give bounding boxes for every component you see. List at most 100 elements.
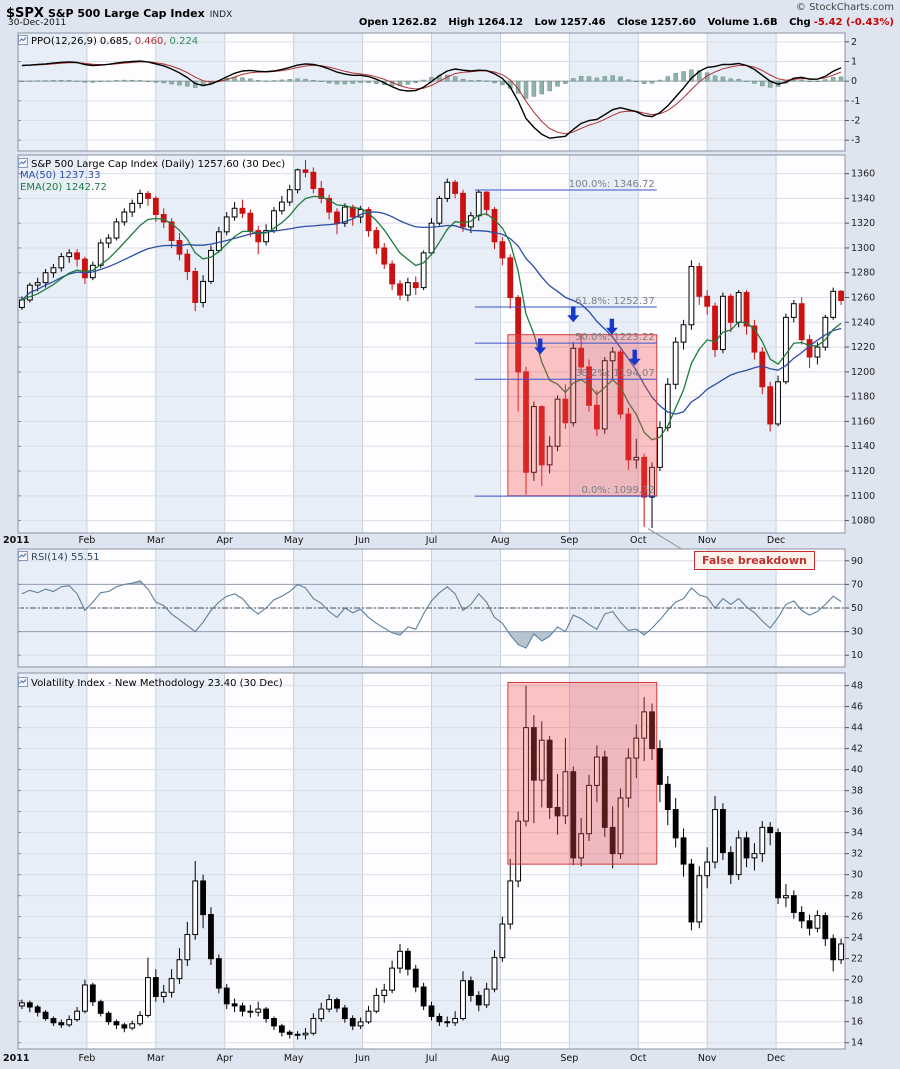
high-label: High: [448, 17, 475, 28]
vix-title: Volatility Index - New Methodology 23.40…: [31, 678, 283, 689]
svg-text:Feb: Feb: [79, 535, 96, 546]
symbol: $SPX: [6, 6, 44, 21]
svg-text:10: 10: [851, 650, 863, 661]
svg-text:-1: -1: [851, 96, 860, 107]
svg-text:90: 90: [851, 556, 863, 567]
open-label: Open: [358, 17, 389, 28]
month-axis: 2011 Feb Mar Apr May Jun Jul Aug Sep Oct Nov Dec: [3, 535, 785, 546]
svg-text:44: 44: [851, 723, 863, 734]
ppo-hist-value: 0.224: [169, 36, 199, 47]
svg-text:50.0%: 1223.22: 50.0%: 1223.22: [575, 332, 655, 343]
false-breakdown-annotation: False breakdown: [694, 551, 815, 570]
svg-text:Oct: Oct: [630, 535, 647, 546]
svg-text:32: 32: [851, 849, 863, 860]
vix-legend: Volatility Index - New Methodology 23.40…: [18, 677, 286, 690]
svg-text:46: 46: [851, 702, 863, 713]
svg-text:-3: -3: [851, 135, 860, 146]
svg-text:48: 48: [851, 681, 863, 692]
rsi-panel-icon: [18, 551, 28, 564]
volume-value: 1.6B: [752, 17, 778, 28]
svg-text:1260: 1260: [851, 293, 875, 304]
close-value: 1257.60: [650, 17, 696, 28]
chart-date: 30-Dec-2011: [8, 18, 67, 28]
svg-text:Jun: Jun: [354, 535, 370, 546]
rsi-legend: RSI(14) 55.51: [18, 551, 103, 564]
svg-text:May: May: [284, 1053, 304, 1064]
svg-text:1280: 1280: [851, 268, 875, 279]
vix-panel: 48 46 44 42 40 38 36 34 32 30 28 26 24 22 20 18 16 14: [17, 672, 863, 1050]
svg-text:Aug: Aug: [491, 1053, 510, 1064]
svg-text:16: 16: [851, 1017, 863, 1028]
svg-text:100.0%: 1346.72: 100.0%: 1346.72: [569, 179, 655, 190]
svg-text:1080: 1080: [851, 516, 875, 527]
rsi-label: RSI(14) 55.51: [31, 552, 100, 563]
svg-text:Feb: Feb: [79, 1053, 96, 1064]
svg-text:Aug: Aug: [491, 535, 510, 546]
index-title: S&P 500 Large Cap Index: [47, 7, 205, 20]
svg-text:30: 30: [851, 870, 863, 881]
svg-text:1220: 1220: [851, 342, 875, 353]
month-axis: 2011 Feb Mar Apr May Jun Jul Aug Sep Oct Nov Dec: [3, 1053, 785, 1064]
rsi-panel: 90 70 50 30 10: [17, 548, 863, 668]
ppo-panel: 2 1 0 -1 -2 -3: [17, 32, 860, 152]
svg-text:Jul: Jul: [425, 1053, 437, 1064]
svg-text:Apr: Apr: [217, 535, 234, 546]
svg-text:1120: 1120: [851, 466, 875, 477]
svg-text:34: 34: [851, 828, 863, 839]
svg-text:Oct: Oct: [630, 1053, 647, 1064]
ppo-value: 0.685,: [99, 36, 132, 47]
svg-text:24: 24: [851, 933, 863, 944]
vix-panel-icon: [18, 677, 28, 690]
svg-text:1320: 1320: [851, 218, 875, 229]
svg-text:May: May: [284, 535, 304, 546]
svg-text:Nov: Nov: [698, 535, 717, 546]
ppo-panel-icon: [18, 35, 28, 48]
copyright-text: © StockCharts.com: [795, 2, 894, 13]
svg-text:22: 22: [851, 954, 863, 965]
chg-value: -5.42 (-0.43%): [813, 17, 894, 28]
svg-text:0.0%: 1099.72: 0.0%: 1099.72: [581, 485, 654, 496]
svg-text:Mar: Mar: [147, 535, 165, 546]
high-value: 1264.12: [477, 17, 524, 28]
svg-text:Mar: Mar: [147, 1053, 165, 1064]
volume-label: Volume: [707, 17, 750, 28]
svg-text:18: 18: [851, 996, 863, 1007]
svg-text:Nov: Nov: [698, 1053, 717, 1064]
ppo-legend: PPO(12,26,9) 0.685, 0.460, 0.224: [18, 35, 201, 48]
price-legend: S&P 500 Large Cap Index (Daily) 1257.60 …: [18, 158, 288, 171]
svg-text:1: 1: [851, 57, 857, 68]
svg-text:26: 26: [851, 912, 863, 923]
svg-text:-2: -2: [851, 116, 860, 127]
svg-text:70: 70: [851, 579, 863, 590]
svg-text:Sep: Sep: [560, 1053, 578, 1064]
svg-text:50: 50: [851, 603, 863, 614]
svg-text:Dec: Dec: [767, 1053, 785, 1064]
svg-text:Apr: Apr: [217, 1053, 234, 1064]
low-label: Low: [534, 17, 557, 28]
svg-text:Jul: Jul: [425, 535, 437, 546]
svg-text:1100: 1100: [851, 491, 875, 502]
svg-text:1340: 1340: [851, 193, 875, 204]
quote-strip: Open 1262.82 High 1264.12 Low 1257.46 Close…: [359, 17, 894, 28]
svg-text:1200: 1200: [851, 367, 875, 378]
ma50-label: MA(50) 1237.33: [20, 170, 101, 181]
svg-text:1160: 1160: [851, 416, 875, 427]
svg-text:2011: 2011: [3, 1053, 29, 1064]
svg-text:42: 42: [851, 744, 863, 755]
svg-text:14: 14: [851, 1038, 863, 1049]
svg-text:61.8%: 1252.37: 61.8%: 1252.37: [575, 296, 655, 307]
low-value: 1257.46: [560, 17, 606, 28]
chg-label: Chg: [789, 17, 811, 28]
svg-text:2011: 2011: [3, 535, 29, 546]
close-label: Close: [617, 17, 648, 28]
svg-text:38.2%: 1194.07: 38.2%: 1194.07: [575, 368, 655, 379]
ppo-label: PPO(12,26,9): [31, 36, 97, 47]
ppo-signal-value: 0.460,: [134, 36, 167, 47]
ema20-legend: EMA(20) 1242.72: [20, 182, 110, 193]
svg-text:1240: 1240: [851, 317, 875, 328]
exchange-label: INDX: [209, 10, 233, 20]
price-title: S&P 500 Large Cap Index (Daily) 1257.60 …: [31, 159, 286, 170]
svg-text:1360: 1360: [851, 169, 875, 180]
